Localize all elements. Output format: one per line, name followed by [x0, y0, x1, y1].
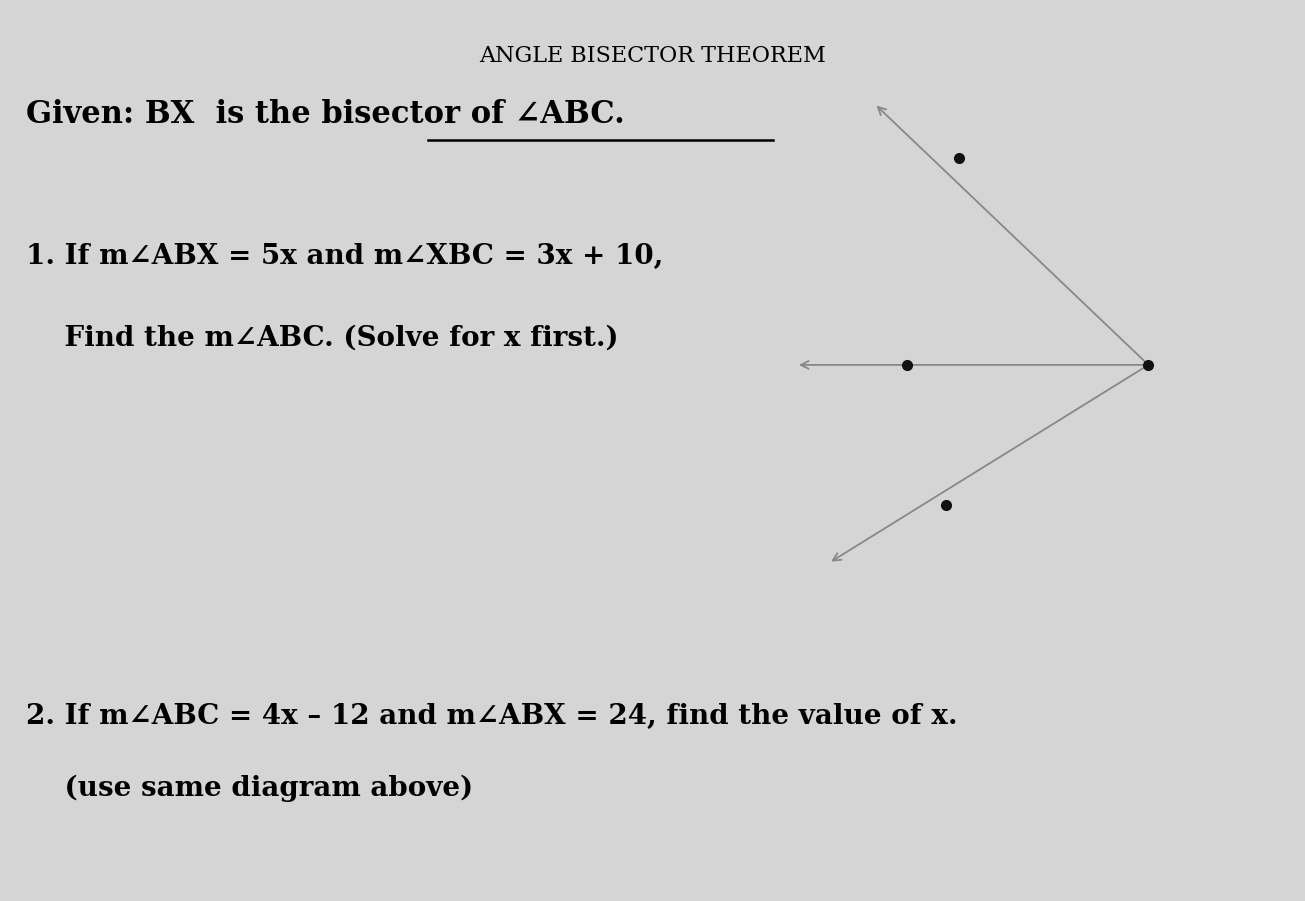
- Text: 2. If m∠ABC = 4x – 12 and m∠ABX = 24, find the value of x.: 2. If m∠ABC = 4x – 12 and m∠ABX = 24, fi…: [26, 703, 958, 730]
- Text: 1. If m∠ABX = 5x and m∠XBC = 3x + 10,: 1. If m∠ABX = 5x and m∠XBC = 3x + 10,: [26, 243, 663, 270]
- Text: Given: BX  is the bisector of ∠ABC.: Given: BX is the bisector of ∠ABC.: [26, 99, 625, 130]
- Text: (use same diagram above): (use same diagram above): [26, 775, 474, 802]
- Text: Find the m∠ABC. (Solve for x first.): Find the m∠ABC. (Solve for x first.): [26, 324, 619, 351]
- Text: ANGLE BISECTOR THEOREM: ANGLE BISECTOR THEOREM: [479, 45, 826, 67]
